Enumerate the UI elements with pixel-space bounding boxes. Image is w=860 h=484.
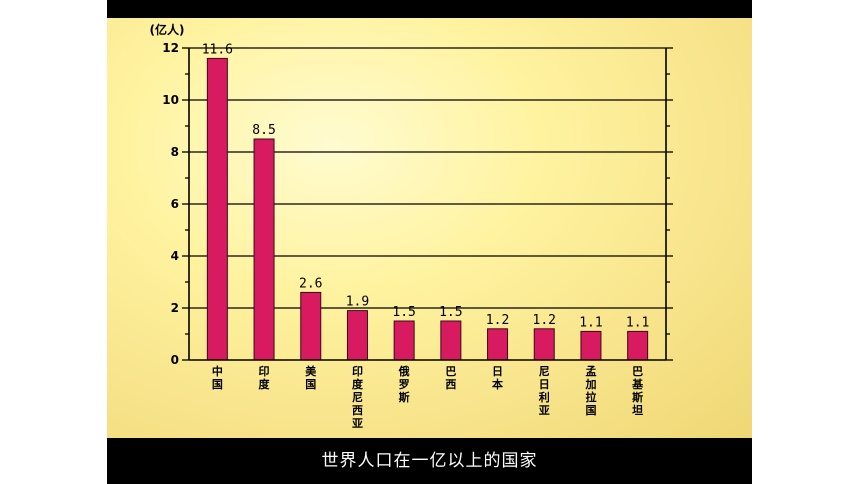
population-bar-chart: 0 2 4 6 8 10 12 (亿人) 11.6 中国 8.5 印度 2.6 美国 1.9 印度尼西亚 1.5…: [150, 22, 673, 430]
category-label: 俄罗斯: [398, 364, 410, 404]
chart-panel: 0 2 4 6 8 10 12 (亿人) 11.6 中国 8.5 印度 2.6 美国 1.9 印度尼西亚 1.5…: [107, 18, 752, 438]
bar: [533, 328, 555, 361]
category-label: 印度尼西亚: [352, 365, 364, 430]
bar-value-label: 1.1: [579, 315, 602, 330]
bar-value-label: 1.1: [626, 315, 649, 330]
bar-value-label: 1.5: [439, 305, 462, 320]
axis-layer: [182, 47, 673, 361]
bar-value-label: 2.6: [299, 276, 322, 291]
category-label: 孟加拉国: [584, 364, 596, 417]
y-tick-label: 12: [162, 41, 179, 55]
bar: [346, 310, 368, 361]
bar: [253, 138, 275, 361]
category-label: 巴西: [445, 365, 456, 391]
bar-value-label: 1.2: [486, 313, 509, 328]
category-label: 尼日利亚: [539, 365, 550, 417]
y-tick-label: 0: [171, 353, 179, 367]
category-label: 巴基斯坦: [631, 365, 644, 417]
bar-value-label: 11.6: [202, 42, 233, 57]
y-tick-label: 8: [171, 145, 179, 159]
bar-layer: [206, 57, 649, 361]
y-tick-label: 4: [171, 249, 179, 263]
bar: [393, 320, 415, 361]
bar-value-label: 1.5: [392, 305, 415, 320]
bar: [487, 328, 509, 361]
chart-caption: 世界人口在一亿以上的国家: [321, 451, 538, 471]
bar-value-label: 1.2: [533, 313, 556, 328]
y-tick-label: 2: [171, 301, 179, 315]
category-label: 日本: [492, 365, 503, 391]
slide-stage: 0 2 4 6 8 10 12 (亿人) 11.6 中国 8.5 印度 2.6 美国 1.9 印度尼西亚 1.5…: [107, 0, 752, 484]
category-label: 美国: [305, 364, 317, 391]
bar-value-label: 8.5: [252, 123, 275, 138]
bar: [580, 330, 602, 361]
bar-value-label: 1.9: [346, 295, 369, 310]
bar: [440, 320, 462, 361]
label-layer: 0 2 4 6 8 10 12 (亿人) 11.6 中国 8.5 印度 2.6 美国 1.9 印度尼西亚 1.5…: [150, 22, 650, 430]
bar: [300, 291, 322, 361]
y-unit-label: (亿人): [150, 22, 185, 37]
bar: [627, 330, 649, 361]
category-label: 印度: [259, 365, 271, 391]
y-tick-label: 10: [162, 93, 179, 107]
category-label: 中国: [212, 364, 223, 391]
bar: [206, 57, 228, 361]
y-tick-label: 6: [171, 197, 179, 211]
